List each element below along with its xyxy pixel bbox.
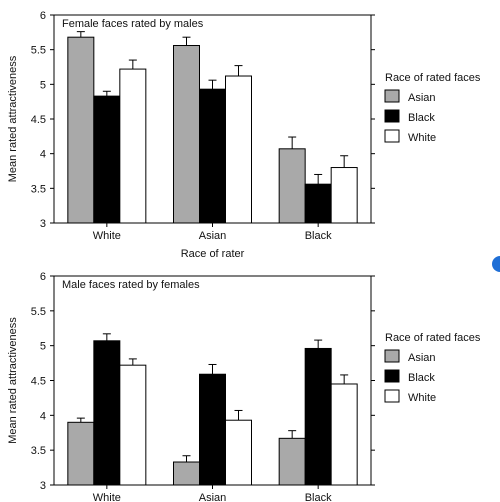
y-tick-label: 4.5 bbox=[31, 114, 46, 126]
y-tick-label: 6 bbox=[40, 271, 46, 283]
chart-title: Female faces rated by males bbox=[62, 18, 204, 30]
chart-panel-2: 3 3.5 4 4.5 5 5.5 6 Mean rated attractiveness Ma… bbox=[7, 271, 481, 502]
y-axis-label: Mean rated attractiveness bbox=[7, 317, 19, 444]
legend-label: Asian bbox=[408, 352, 436, 364]
legend-swatch-white bbox=[384, 389, 400, 403]
x-tick-label: Black bbox=[305, 492, 332, 502]
bar-black-black bbox=[304, 183, 332, 224]
bar-asian-black bbox=[199, 373, 226, 486]
legend: Race of rated faces Asian Black White bbox=[384, 72, 481, 144]
bar-asian-white bbox=[225, 75, 252, 224]
y-tick-label: 4 bbox=[40, 410, 46, 422]
legend-swatch-black bbox=[384, 109, 400, 123]
y-tick-label: 5 bbox=[40, 79, 46, 91]
chart-panel-1: 3 3.5 4 4.5 5 5.5 6 Mean rated attractiveness Fe… bbox=[7, 10, 481, 260]
y-tick-label: 3.5 bbox=[31, 445, 46, 457]
y-tick-label: 6 bbox=[40, 10, 46, 22]
bar-white-black bbox=[93, 340, 121, 486]
legend-label: Black bbox=[408, 372, 435, 384]
legend-swatch-white bbox=[384, 129, 400, 143]
legend-swatch-black bbox=[384, 369, 400, 383]
bar-asian-black bbox=[199, 88, 226, 224]
x-tick-label: White bbox=[93, 492, 121, 502]
bar-black-white bbox=[330, 167, 358, 224]
legend: Race of rated faces Asian Black White bbox=[384, 332, 481, 404]
legend-label: Black bbox=[408, 112, 435, 124]
x-axis-label: Race of rater bbox=[181, 248, 245, 260]
x-tick-label: Black bbox=[305, 230, 332, 242]
y-tick-label: 5 bbox=[40, 341, 46, 353]
chart-title: Male faces rated by females bbox=[62, 279, 200, 291]
legend-label: Asian bbox=[408, 92, 436, 104]
y-tick-label: 4 bbox=[40, 149, 46, 161]
y-tick-label: 5.5 bbox=[31, 306, 46, 318]
y-tick-label: 3 bbox=[40, 480, 46, 492]
legend-title: Race of rated faces bbox=[385, 72, 481, 84]
bar-black-white bbox=[330, 383, 358, 486]
bar-asian-asian bbox=[173, 461, 200, 486]
legend-label: White bbox=[408, 132, 436, 144]
bar-white-black bbox=[93, 95, 121, 224]
bar-asian-white bbox=[225, 419, 252, 486]
bar-asian-asian bbox=[173, 45, 200, 224]
legend-title: Race of rated faces bbox=[385, 332, 481, 344]
bar-white-white bbox=[119, 364, 147, 486]
bar-white-white bbox=[119, 68, 147, 224]
bar-white-asian bbox=[67, 36, 95, 224]
bar-black-asian bbox=[278, 148, 306, 224]
accent-dot bbox=[492, 256, 500, 272]
legend-label: White bbox=[408, 392, 436, 404]
x-tick-label: Asian bbox=[199, 230, 227, 242]
y-tick-label: 4.5 bbox=[31, 376, 46, 388]
legend-swatch-asian bbox=[384, 349, 400, 363]
y-tick-label: 3 bbox=[40, 218, 46, 230]
bar-white-asian bbox=[67, 421, 95, 486]
y-axis-label: Mean rated attractiveness bbox=[7, 55, 19, 182]
bar-black-black bbox=[304, 347, 332, 486]
y-tick-label: 5.5 bbox=[31, 45, 46, 57]
y-tick-label: 3.5 bbox=[31, 183, 46, 195]
x-tick-label: Asian bbox=[199, 492, 227, 502]
bar-black-asian bbox=[278, 437, 306, 486]
legend-swatch-asian bbox=[384, 89, 400, 103]
x-tick-label: White bbox=[93, 230, 121, 242]
